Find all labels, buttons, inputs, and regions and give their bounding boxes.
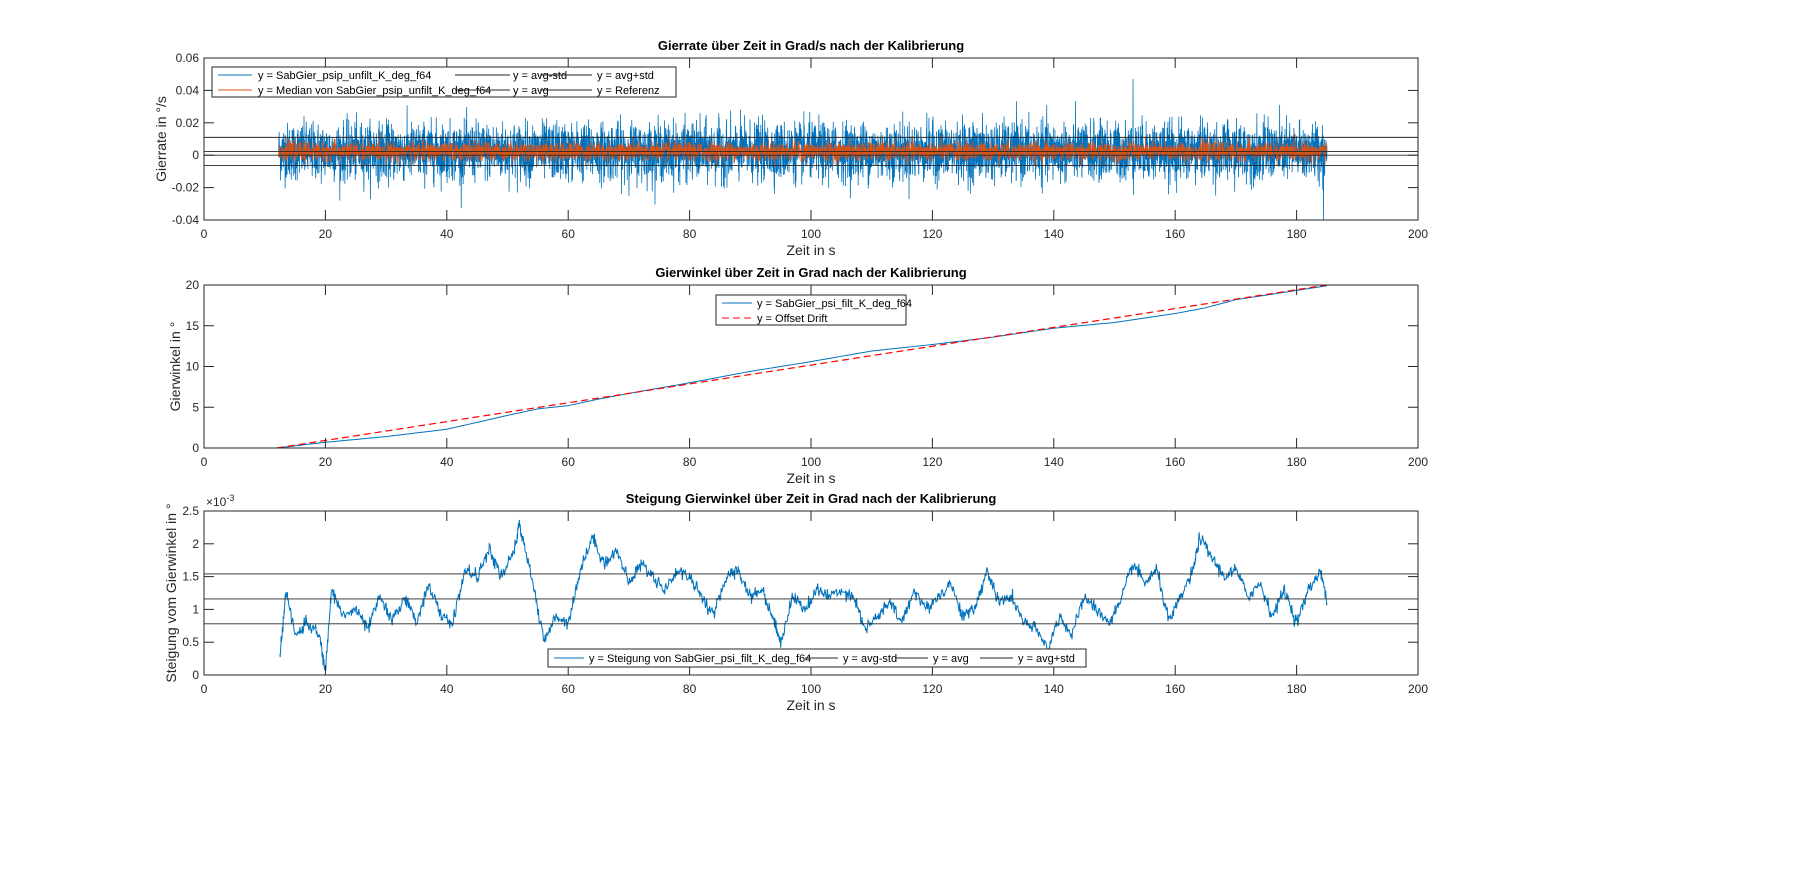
y-exponent-label: ×10-3 xyxy=(206,493,234,509)
y-tick-label: 0 xyxy=(192,148,199,162)
x-tick-label: 200 xyxy=(1408,455,1428,469)
x-axis-label: Zeit in s xyxy=(786,242,835,258)
x-tick-label: 40 xyxy=(440,227,454,241)
x-tick-label: 100 xyxy=(801,682,821,696)
x-tick-label: 20 xyxy=(319,682,333,696)
y-tick-label: 0.04 xyxy=(176,83,200,97)
x-tick-label: 80 xyxy=(683,455,697,469)
x-tick-label: 140 xyxy=(1044,455,1064,469)
y-tick-label: 0 xyxy=(192,441,199,455)
series-line xyxy=(279,519,1328,671)
y-axis-label: Gierrate in °/s xyxy=(153,96,169,182)
legend: y = Steigung von SabGier_psi_filt_K_deg_… xyxy=(547,648,1087,668)
legend-entry: y = Median von SabGier_psip_unfilt_K_deg… xyxy=(258,85,491,97)
legend-box xyxy=(211,66,677,98)
x-tick-label: 200 xyxy=(1408,227,1428,241)
legend-entry: y = Offset Drift xyxy=(757,313,827,325)
x-tick-label: 140 xyxy=(1044,227,1064,241)
x-tick-label: 120 xyxy=(922,455,942,469)
exponent-base: ×10 xyxy=(206,495,227,509)
y-tick-label: 0.06 xyxy=(176,51,200,65)
x-tick-label: 100 xyxy=(801,227,821,241)
x-tick-label: 120 xyxy=(922,682,942,696)
y-tick-label: 0.02 xyxy=(176,116,200,130)
y-tick-label: 1 xyxy=(192,602,199,616)
legend-entry: y = Referenz xyxy=(597,85,660,97)
y-tick-label: -0.04 xyxy=(172,213,200,227)
legend-entry: y = avg+std xyxy=(1018,653,1075,665)
axes-3: 0 20 40 60 80 100 120 140 160 180 20000.511.522.5S… xyxy=(163,491,1428,713)
y-axis-label: Steigung vom Gierwinkel in ° xyxy=(163,503,179,682)
chart-title: Steigung Gierwinkel über Zeit in Grad na… xyxy=(626,491,997,506)
y-tick-label: 2 xyxy=(192,537,199,551)
x-tick-label: 40 xyxy=(440,682,454,696)
x-tick-label: 160 xyxy=(1165,455,1185,469)
x-tick-label: 100 xyxy=(801,455,821,469)
x-tick-label: 200 xyxy=(1408,682,1428,696)
legend-entry: y = SabGier_psip_unfilt_K_deg_f64 xyxy=(258,70,431,82)
y-tick-label: 0.5 xyxy=(182,635,199,649)
x-tick-label: 40 xyxy=(440,455,454,469)
legend-entry: y = avg-std xyxy=(843,653,897,665)
x-axis-label: Zeit in s xyxy=(786,470,835,486)
x-tick-label: 60 xyxy=(562,682,576,696)
exponent-value: -3 xyxy=(226,493,234,503)
legend-entry: y = avg-std xyxy=(513,70,567,82)
legend-entry: y = SabGier_psi_filt_K_deg_f64 xyxy=(757,298,912,310)
x-tick-label: 160 xyxy=(1165,227,1185,241)
x-tick-label: 120 xyxy=(922,227,942,241)
x-tick-label: 0 xyxy=(201,682,208,696)
median-series xyxy=(278,132,1328,167)
y-tick-label: 1.5 xyxy=(182,570,199,584)
x-tick-label: 180 xyxy=(1287,455,1307,469)
x-tick-label: 60 xyxy=(562,455,576,469)
x-tick-label: 140 xyxy=(1044,682,1064,696)
plot-area xyxy=(204,79,1418,220)
x-tick-label: 80 xyxy=(683,682,697,696)
y-tick-label: 0 xyxy=(192,668,199,682)
x-tick-label: 180 xyxy=(1287,682,1307,696)
x-tick-label: 80 xyxy=(683,227,697,241)
y-tick-label: -0.02 xyxy=(172,181,200,195)
y-tick-label: 20 xyxy=(186,278,200,292)
axes-2: 0 20 40 60 80 100 120 140 160 180 200 0 5 10 15 20 Gierw… xyxy=(167,265,1428,486)
legend-entry: y = avg xyxy=(933,653,969,665)
legend-box xyxy=(715,294,907,326)
series-line xyxy=(276,285,1328,448)
legend-entry: y = Steigung von SabGier_psi_filt_K_deg_… xyxy=(589,653,811,665)
x-tick-label: 20 xyxy=(319,227,333,241)
x-tick-label: 180 xyxy=(1287,227,1307,241)
y-tick-label: 10 xyxy=(186,360,200,374)
x-tick-label: 20 xyxy=(319,455,333,469)
legend-entry: y = avg xyxy=(513,85,549,97)
y-tick-label: 15 xyxy=(186,319,200,333)
y-tick-label: 2.5 xyxy=(182,504,199,518)
x-tick-label: 160 xyxy=(1165,682,1185,696)
chart-title: Gierrate über Zeit in Grad/s nach der Ka… xyxy=(658,38,964,53)
x-tick-label: 0 xyxy=(201,227,208,241)
chart-title: Gierwinkel über Zeit in Grad nach der Ka… xyxy=(655,265,966,280)
axes-1: 0 20 40 60 80 100 120 140 160 180 200 -0.04 -0.02 0 0.… xyxy=(153,38,1428,258)
x-tick-label: 0 xyxy=(201,455,208,469)
offset-drift-line xyxy=(276,285,1328,448)
y-axis-label: Gierwinkel in ° xyxy=(167,322,183,412)
legend-entry: y = avg+std xyxy=(597,70,654,82)
y-tick-label: 5 xyxy=(192,400,199,414)
plot-area xyxy=(276,285,1328,448)
gierrate-series xyxy=(278,79,1328,220)
x-tick-label: 60 xyxy=(562,227,576,241)
x-axis-label: Zeit in s xyxy=(786,697,835,713)
plot-area xyxy=(204,519,1418,671)
